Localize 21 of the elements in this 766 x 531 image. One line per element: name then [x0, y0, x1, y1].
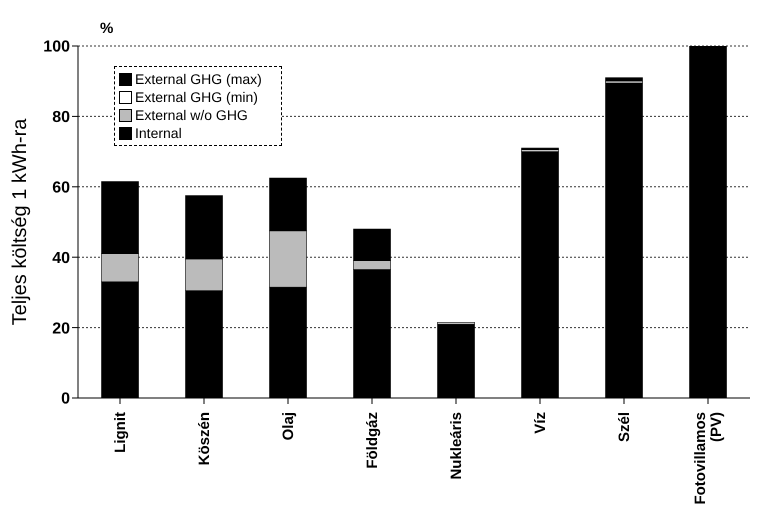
bar: [605, 77, 643, 82]
text: %: [100, 20, 114, 37]
x-tick-label: Víz: [532, 412, 549, 434]
legend-label: Internal: [134, 124, 183, 142]
y-tick-label: 60: [52, 179, 70, 196]
x-tick-label: Olaj: [280, 412, 297, 440]
y-tick-label: 80: [52, 109, 70, 126]
y-axis-title: Teljes költség 1 kWh-ra: [9, 118, 31, 326]
y-tick-label: 0: [61, 390, 70, 408]
x-tick-label: Szél: [616, 412, 633, 442]
legend-label: External w/o GHG: [134, 106, 249, 124]
y-tick-label: 40: [52, 250, 70, 267]
legend-label: External GHG (max): [134, 70, 263, 88]
x-tick-label: Köszén: [196, 412, 213, 466]
x-tick-label: Földgáz: [364, 412, 381, 469]
y-tick-label: 20: [52, 320, 70, 338]
x-tick-label: Fotovillamos (PV): [692, 412, 725, 505]
y-tick-label: 100: [43, 38, 70, 56]
legend-label: External GHG (min): [134, 88, 259, 106]
x-tick-label: Lignit: [112, 412, 129, 453]
x-tick-label: Nukleáris: [448, 412, 465, 480]
